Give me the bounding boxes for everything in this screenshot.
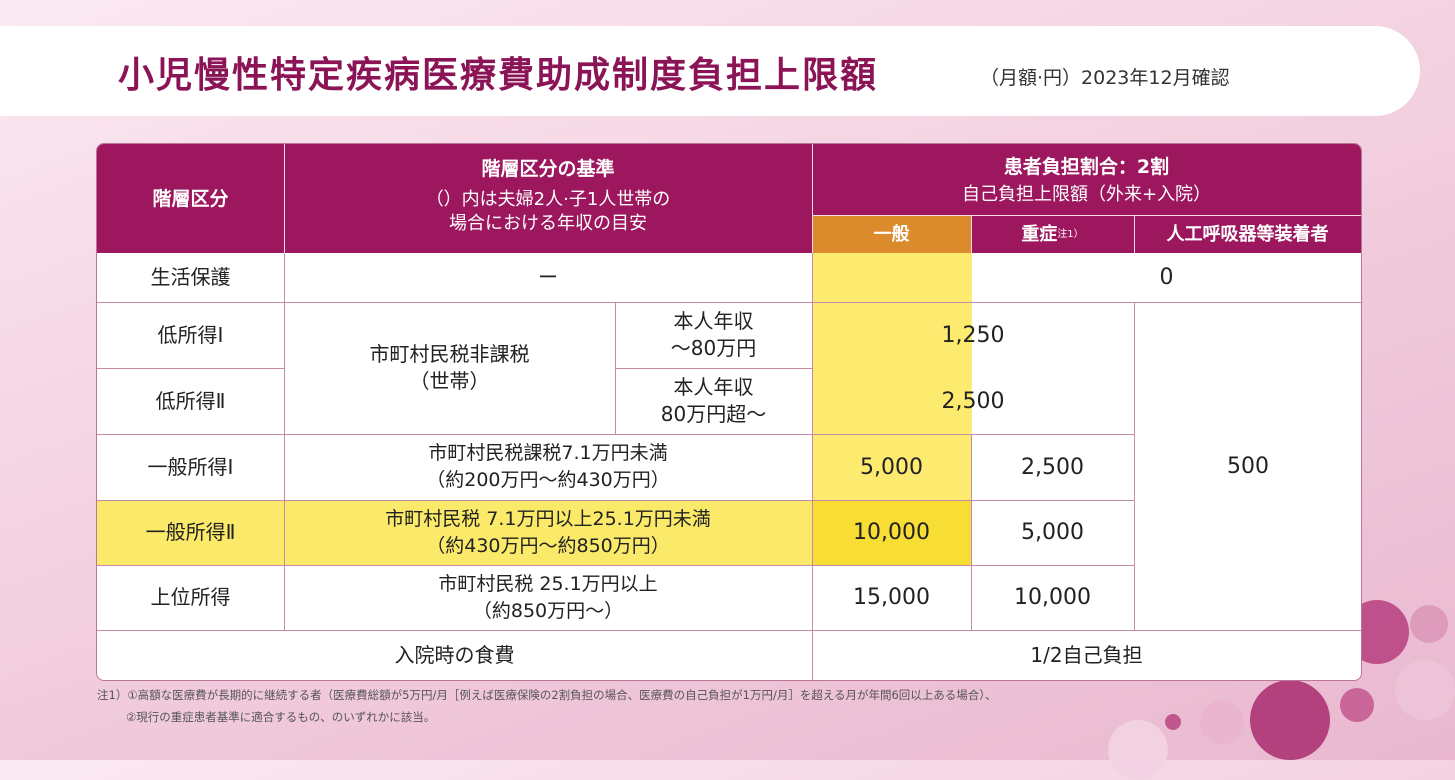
header-severe: 重症 注1） (971, 216, 1134, 253)
header-category: 階層区分 (152, 187, 229, 210)
page-title: 小児慢性特定疾病医療費助成制度負担上限額 (118, 55, 879, 96)
criteria-gen2: 市町村民税 7.1万円以上25.1万円未満 （約430万円～約850万円） (385, 507, 711, 557)
value-gen1-severe: 2,500 (1021, 454, 1084, 480)
decor-bubble (1108, 720, 1168, 780)
value-welfare: 0 (1159, 265, 1174, 290)
header-criteria-title: 階層区分の基準 (481, 158, 615, 180)
value-meal: 1/2自己負担 (1030, 642, 1143, 667)
footnote-line1: 注1）①高額な医療費が長期的に継続する者（医療費総額が5万円/月［例えば医療保険… (97, 688, 997, 702)
value-gen2-general: 10,000 (853, 520, 930, 545)
value-low1: 1,250 (941, 322, 1005, 348)
criteria-welfare: ー (538, 265, 558, 289)
row-label-low1: 低所得Ⅰ (157, 322, 224, 347)
criteria-upper: 市町村民税 25.1万円以上 （約850万円～） (438, 572, 658, 622)
page-subtitle: （月額·円）2023年12月確認 (980, 67, 1230, 89)
decor-bubble (1200, 700, 1244, 744)
value-upper-severe: 10,000 (1014, 585, 1091, 610)
criteria-gen1: 市町村民税課税7.1万円未満 （約200万円～約430万円） (426, 442, 670, 491)
row-label-gen1: 一般所得Ⅰ (147, 454, 234, 479)
row-label-low2: 低所得Ⅱ (155, 388, 226, 413)
header-severe-note: 注1） (1057, 228, 1084, 240)
header-ratio: 患者負担割合：2割 (1003, 156, 1170, 178)
value-low2: 2,500 (941, 388, 1005, 414)
header-ventilator: 人工呼吸器等装着者 (1166, 223, 1329, 245)
decor-bubble (1340, 688, 1374, 722)
income-low2: 本人年収 80万円超～ (660, 375, 767, 426)
decor-bubble (1410, 605, 1448, 643)
footnote-line2: ②現行の重症患者基準に適合するもの、のいずれかに該当。 (126, 710, 436, 724)
decor-bubble (1250, 680, 1330, 760)
limits-table: 階層区分 階層区分の基準 （）内は夫婦2人·子1人世帯の 場合における年収の目安… (96, 143, 1362, 681)
row-label-upper: 上位所得 (150, 585, 231, 609)
decor-bubble (1165, 714, 1181, 730)
value-gen2-severe: 5,000 (1021, 520, 1084, 545)
highlight-column (812, 253, 972, 500)
title-bar (0, 26, 1420, 116)
income-low1: 本人年収 ～80万円 (670, 309, 757, 360)
header-severe-label: 重症 (1021, 223, 1058, 245)
row-label-welfare: 生活保護 (150, 265, 231, 289)
table-header (97, 144, 1361, 253)
highlight-cell (812, 500, 972, 565)
decor-bubble (1395, 660, 1455, 720)
row-label-meal: 入院時の食費 (394, 642, 515, 667)
value-upper-general: 15,000 (853, 585, 930, 610)
criteria-low-income: 市町村民税非課税 （世帯） (369, 342, 530, 393)
header-criteria-note: （）内は夫婦2人·子1人世帯の 場合における年収の目安 (425, 189, 671, 234)
general-header-bg (812, 216, 971, 253)
header-limit: 自己負担上限額（外来+入院） (961, 184, 1212, 205)
value-gen1-general: 5,000 (860, 454, 923, 480)
value-ventilator: 500 (1227, 453, 1269, 479)
row-label-gen2: 一般所得Ⅱ (145, 520, 236, 544)
header-general: 一般 (873, 223, 910, 245)
